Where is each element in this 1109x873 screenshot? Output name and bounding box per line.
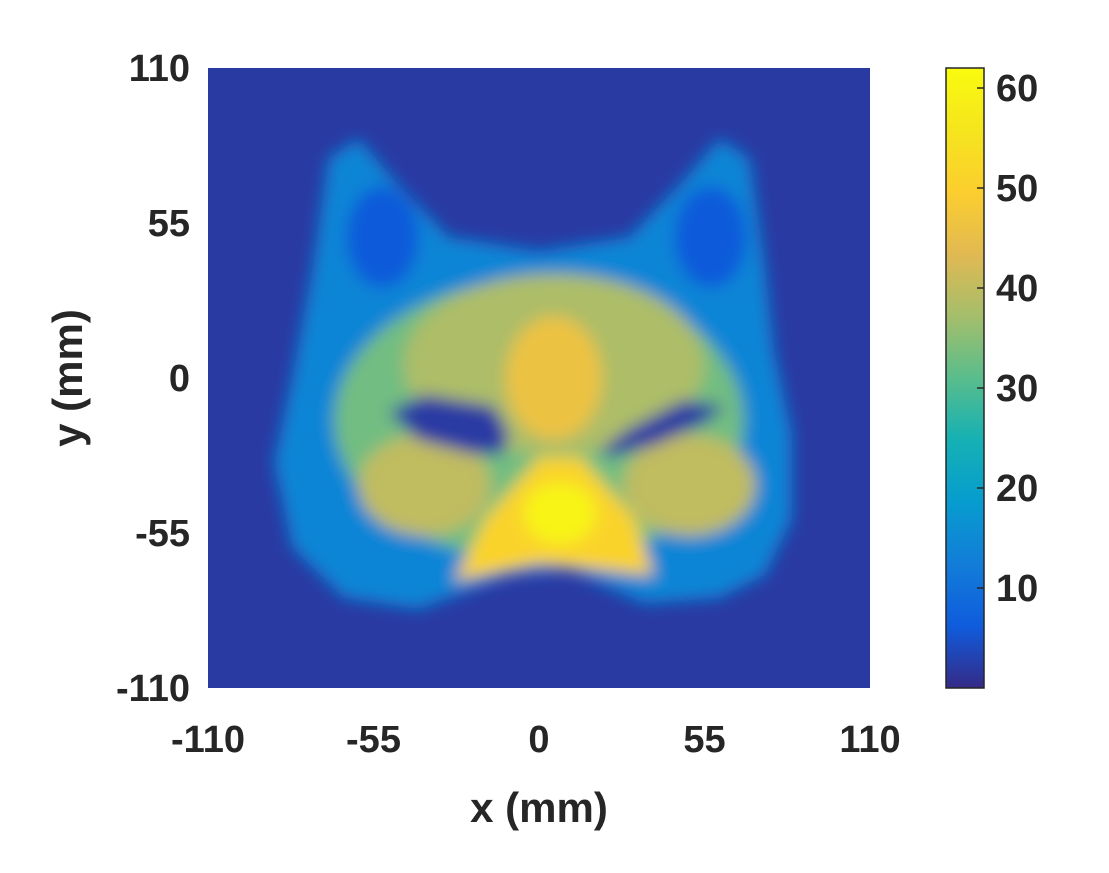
heatmap-region-right-ear-inner — [674, 186, 747, 288]
heatmap-region-center-stripe — [505, 316, 603, 440]
x-axis-ticks: -110 -55 0 55 110 — [171, 719, 901, 761]
colorbar-tick-label: 40 — [996, 268, 1038, 310]
colorbar-gradient — [945, 67, 985, 689]
y-tick-label: 0 — [169, 358, 190, 400]
x-tick-label: -55 — [346, 719, 401, 761]
plot-area — [208, 68, 870, 688]
y-axis-label: y (mm) — [44, 309, 91, 447]
heatmap-region-right-eye-hole — [599, 400, 726, 457]
heatmap-region-right-cheek — [623, 434, 756, 536]
heatmap-region-left-cheek — [358, 434, 491, 536]
colorbar-tick-label: 30 — [996, 368, 1038, 410]
y-tick-label: -55 — [135, 513, 190, 555]
x-tick-label: -110 — [171, 719, 245, 761]
colorbar: 10 20 30 40 50 60 — [945, 67, 1038, 689]
y-tick-label: 110 — [129, 48, 190, 90]
colorbar-tick-label: 50 — [996, 168, 1038, 210]
heatmap-region-left-eye-hole — [388, 394, 509, 455]
x-tick-label: 0 — [528, 719, 549, 761]
colorbar-tick-label: 60 — [996, 68, 1038, 110]
heatmap-region-nose-hotspot — [523, 482, 597, 545]
colorbar-tick-label: 10 — [996, 568, 1038, 610]
y-tick-label: -110 — [116, 668, 190, 710]
y-tick-label: 55 — [148, 203, 190, 245]
x-axis-label: x (mm) — [470, 784, 608, 831]
x-tick-label: 55 — [683, 719, 725, 761]
y-axis-ticks: 110 55 0 -55 -110 — [116, 48, 190, 710]
heatmap-region-left-ear-inner — [346, 186, 419, 288]
x-tick-label: 110 — [839, 719, 900, 761]
colorbar-tick-label: 20 — [996, 468, 1038, 510]
